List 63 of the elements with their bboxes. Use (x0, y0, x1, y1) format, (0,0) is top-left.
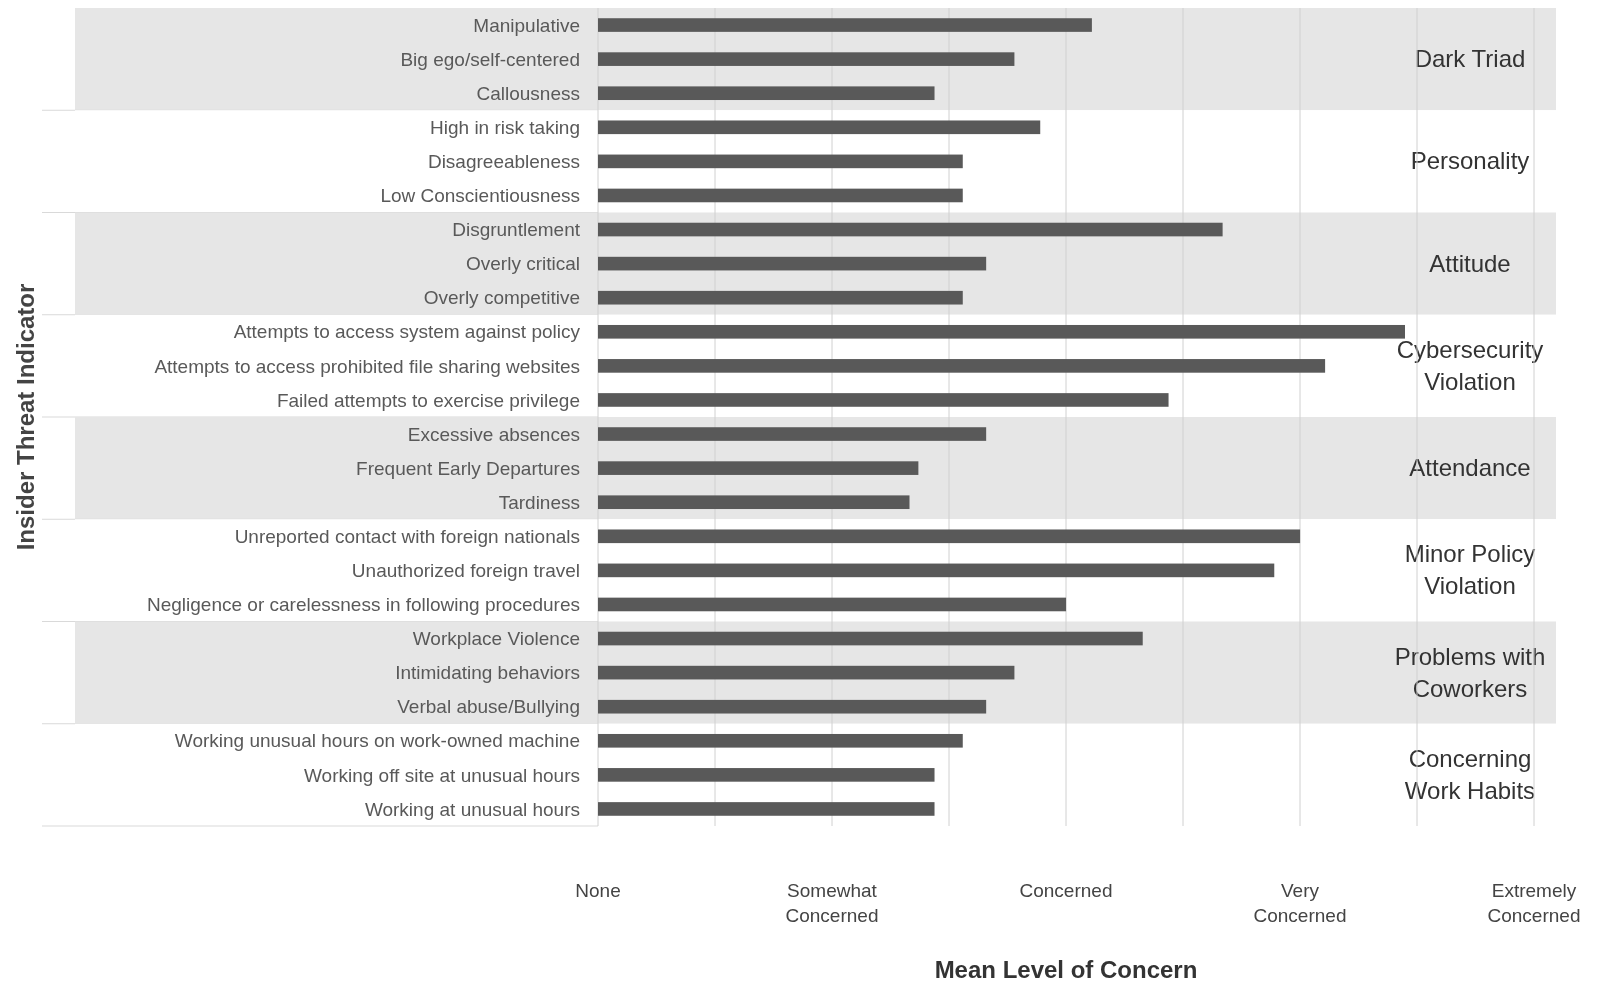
bar (598, 768, 935, 782)
y-tick-label: Unauthorized foreign travel (351, 560, 580, 582)
bar (598, 222, 1223, 237)
bar (598, 461, 919, 475)
bar (598, 188, 963, 203)
bar (598, 733, 963, 748)
y-tick-label: Manipulative (473, 14, 580, 36)
bar (598, 529, 1301, 544)
y-tick-label: Big ego/self-centered (400, 48, 580, 70)
bar (598, 256, 987, 271)
y-tick-label: Excessive absences (407, 423, 580, 445)
y-tick-label: Attempts to access system against policy (233, 321, 581, 343)
y-tick-label: Overly competitive (423, 287, 580, 309)
bar (598, 359, 1326, 373)
band-label: Minor Policy Violation (1404, 540, 1536, 600)
bar (598, 86, 935, 101)
text: Very Concerned (1253, 880, 1347, 926)
bar (598, 699, 987, 714)
y-tick-label: Working off site at unusual hours (303, 764, 580, 786)
bar (598, 120, 1041, 135)
y-tick-label: Disgruntlement (452, 219, 581, 241)
y-axis-title: Insider Threat Indicator (12, 283, 39, 551)
y-tick-label: Workplace Violence (412, 628, 580, 650)
y-tick-label: Callousness (476, 82, 580, 104)
text: Mean Level of Concern (934, 956, 1198, 983)
band-label: Problems with Coworkers (1394, 642, 1546, 702)
y-tick-label: Frequent Early Departures (356, 457, 580, 479)
text: Somewhat Concerned (785, 880, 879, 926)
y-tick-label: Attempts to access prohibited file sharing websites (154, 355, 580, 377)
band-label: Concerning Work Habits (1404, 744, 1536, 804)
band-label: Attendance (1409, 454, 1531, 482)
bar (598, 393, 1169, 407)
band-label: Dark Triad (1414, 45, 1526, 73)
band-label: Personality (1410, 147, 1530, 175)
y-tick-label: Low Conscientiousness (380, 185, 580, 207)
bar (598, 52, 1015, 66)
y-tick-label: Disagreeableness (427, 151, 580, 173)
band-label: Cybersecurity Violation (1396, 335, 1544, 395)
text: None (575, 880, 621, 901)
bar (598, 18, 1092, 32)
bar (598, 631, 1143, 646)
bar (598, 290, 963, 305)
y-tick-label: Working at unusual hours (364, 798, 580, 820)
y-tick-label: Unreported contact with foreign nationals (234, 525, 580, 547)
y-tick-label: Negligence or carelessness in following procedures (146, 594, 580, 616)
y-tick-label: Failed attempts to exercise privilege (276, 389, 580, 411)
bar (598, 427, 987, 441)
bar (598, 802, 935, 816)
bar (598, 154, 963, 169)
text: Extremely Concerned (1487, 880, 1581, 926)
band-label: Attitude (1429, 249, 1511, 277)
y-tick-label: Verbal abuse/Bullying (397, 696, 580, 718)
text: Concerned (1019, 880, 1113, 901)
y-tick-label: Tardiness (498, 491, 580, 513)
y-tick-label: Intimidating behaviors (395, 662, 580, 684)
y-tick-label: Working unusual hours on work-owned machine (174, 730, 580, 752)
y-tick-label: High in risk taking (430, 116, 580, 138)
y-tick-label: Overly critical (465, 253, 580, 275)
bar (598, 324, 1405, 339)
bar (598, 563, 1275, 578)
bar (598, 665, 1015, 680)
bar (598, 597, 1067, 612)
bar (598, 495, 910, 510)
